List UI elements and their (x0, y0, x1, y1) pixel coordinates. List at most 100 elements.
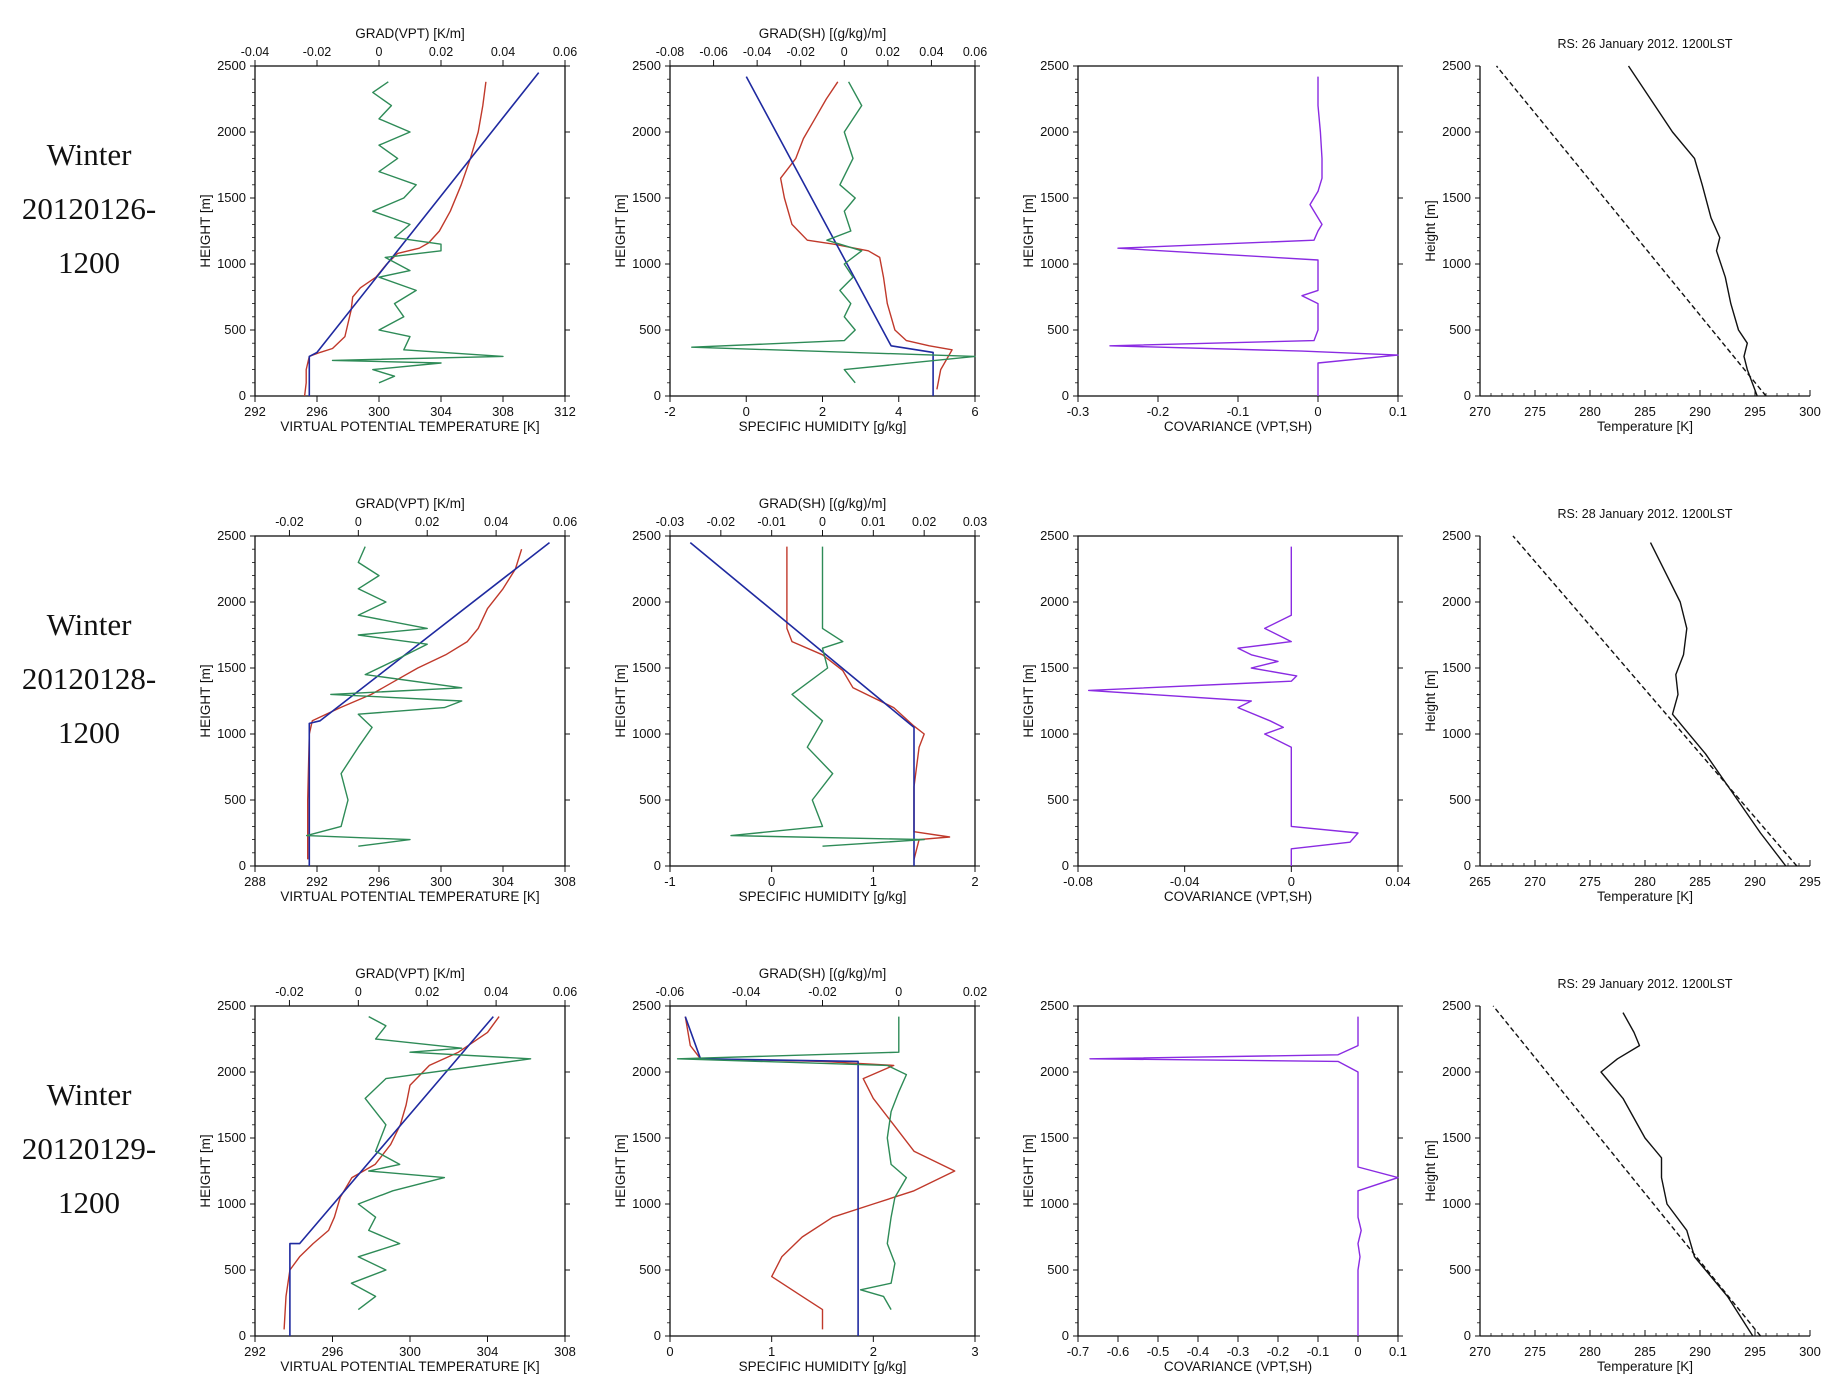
y-tick-label: 500 (1449, 1262, 1471, 1277)
top-tick-label: 0.02 (876, 45, 900, 59)
plot-frame (254, 1005, 566, 1337)
x-tick-label: 270 (1469, 1344, 1491, 1359)
y-axis-label: HEIGHT [m] (613, 194, 628, 267)
row-date: 20120129- (21, 1131, 157, 1166)
row-season: Winter (46, 607, 132, 642)
top-tick-label: -0.01 (757, 515, 786, 529)
y-tick-label: 500 (1047, 792, 1069, 807)
chart-r2-rs: 0 500 1000 1500 2000 2500 265 270 275 280 285 290 29… (1423, 507, 1821, 904)
x-tick-label: 0 (666, 1344, 673, 1359)
x-tick-label: 295 (1744, 404, 1766, 419)
y-tick-label: 500 (639, 792, 661, 807)
row-date: 20120126- (21, 191, 157, 226)
row-season: Winter (46, 1077, 132, 1112)
y-tick-label: 2500 (1442, 528, 1471, 543)
y-axis-label: Height [m] (1423, 1140, 1438, 1202)
top-tick-label: 0.04 (919, 45, 943, 59)
x-tick-label: 280 (1634, 874, 1656, 889)
top-tick-label: 0.02 (415, 515, 439, 529)
series-gradient (691, 81, 976, 384)
x-axis-label: VIRTUAL POTENTIAL TEMPERATURE [K] (280, 1359, 539, 1374)
top-tick-label: -0.02 (808, 985, 837, 999)
x-tick-label: 304 (430, 404, 452, 419)
y-tick-label: 0 (654, 1328, 661, 1343)
row-label-1: Winter 20120126- 1200 (0, 128, 178, 290)
x-axis-label: SPECIFIC HUMIDITY [g/kg] (739, 889, 907, 904)
series-radiosonde (1627, 65, 1758, 397)
x-tick-label: 280 (1579, 1344, 1601, 1359)
row-date: 20120128- (21, 661, 157, 696)
row-label-3: Winter 20120129- 1200 (0, 1068, 178, 1230)
series-vpt (303, 81, 487, 397)
series-fit (289, 1016, 494, 1336)
x-axis-label: Temperature [K] (1597, 889, 1693, 904)
chart-r1-cov: 0 500 1000 1500 2000 2500 -0.3 -0.2 -0.1 0 0.1 COVA… (1021, 58, 1407, 434)
y-tick-label: 1500 (217, 1130, 246, 1145)
y-tick-label: 0 (1464, 858, 1471, 873)
top-axis-label: GRAD(SH) [(g/kg)/m] (759, 966, 887, 981)
series-fit (689, 541, 915, 866)
y-tick-label: 1000 (217, 726, 246, 741)
x-tick-label: 0.04 (1385, 874, 1410, 889)
y-axis-label: HEIGHT [m] (198, 664, 213, 737)
y-tick-label: 2500 (632, 998, 661, 1013)
y-tick-label: 0 (1464, 388, 1471, 403)
x-tick-label: 1 (870, 874, 877, 889)
y-tick-label: 500 (1047, 1262, 1069, 1277)
y-axis-label: Height [m] (1423, 200, 1438, 262)
series-gradient (331, 81, 504, 384)
series-radiosonde-dashed (1512, 535, 1798, 867)
top-tick-label: 0.01 (861, 515, 885, 529)
x-tick-label: 296 (322, 1344, 344, 1359)
x-tick-label: 285 (1634, 1344, 1656, 1359)
y-tick-label: 2000 (1442, 594, 1471, 609)
y-tick-label: 1500 (1442, 1130, 1471, 1145)
x-tick-label: -2 (664, 404, 676, 419)
x-tick-label: 265 (1469, 874, 1491, 889)
series-fit (684, 1016, 859, 1336)
y-axis-label: HEIGHT [m] (198, 194, 213, 267)
y-tick-label: 500 (224, 322, 246, 337)
series-gradient (350, 1015, 532, 1311)
y-tick-label: 1000 (1040, 256, 1069, 271)
y-tick-label: 500 (1047, 322, 1069, 337)
row-label-2: Winter 20120128- 1200 (0, 598, 178, 760)
series-gradient (676, 1016, 908, 1310)
x-tick-label: 290 (1744, 874, 1766, 889)
series-vpt (307, 548, 523, 860)
y-tick-label: 2500 (1040, 58, 1069, 73)
x-tick-label: 275 (1524, 404, 1546, 419)
x-tick-label: -0.2 (1147, 404, 1169, 419)
x-tick-label: 296 (306, 404, 328, 419)
y-tick-label: 0 (1062, 388, 1069, 403)
y-tick-label: 1500 (1442, 190, 1471, 205)
y-tick-label: 0 (1464, 1328, 1471, 1343)
x-tick-label: 308 (554, 1344, 576, 1359)
series-radiosonde (1600, 1012, 1754, 1337)
y-tick-label: 500 (224, 792, 246, 807)
y-tick-label: 1000 (632, 256, 661, 271)
x-tick-label: -0.08 (1063, 874, 1093, 889)
x-axis-label: Temperature [K] (1597, 1359, 1693, 1374)
x-tick-label: -0.1 (1307, 1344, 1329, 1359)
y-tick-label: 2000 (632, 124, 661, 139)
y-tick-label: 2500 (632, 58, 661, 73)
top-tick-label: 0.03 (963, 515, 987, 529)
y-tick-label: 2000 (1040, 1064, 1069, 1079)
x-tick-label: 304 (477, 1344, 499, 1359)
y-tick-label: 500 (639, 322, 661, 337)
x-tick-label: 1 (768, 1344, 775, 1359)
top-tick-label: 0 (819, 515, 826, 529)
chart-title: RS: 26 January 2012. 1200LST (1557, 37, 1732, 51)
chart-r1-rs: 0 500 1000 1500 2000 2500 270 275 280 285 290 295 30… (1423, 37, 1821, 434)
top-tick-label: -0.02 (707, 515, 736, 529)
y-tick-label: 1500 (1040, 660, 1069, 675)
y-tick-label: 2500 (217, 998, 246, 1013)
x-tick-label: 0 (768, 874, 775, 889)
x-tick-label: 308 (492, 404, 514, 419)
chart-r3-cov: 0 500 1000 1500 2000 2500 -0.7 -0.6 -0.5 -0.4 -0.3… (1021, 998, 1407, 1374)
y-tick-label: 2500 (217, 58, 246, 73)
x-tick-label: 312 (554, 404, 576, 419)
y-tick-label: 2000 (217, 594, 246, 609)
